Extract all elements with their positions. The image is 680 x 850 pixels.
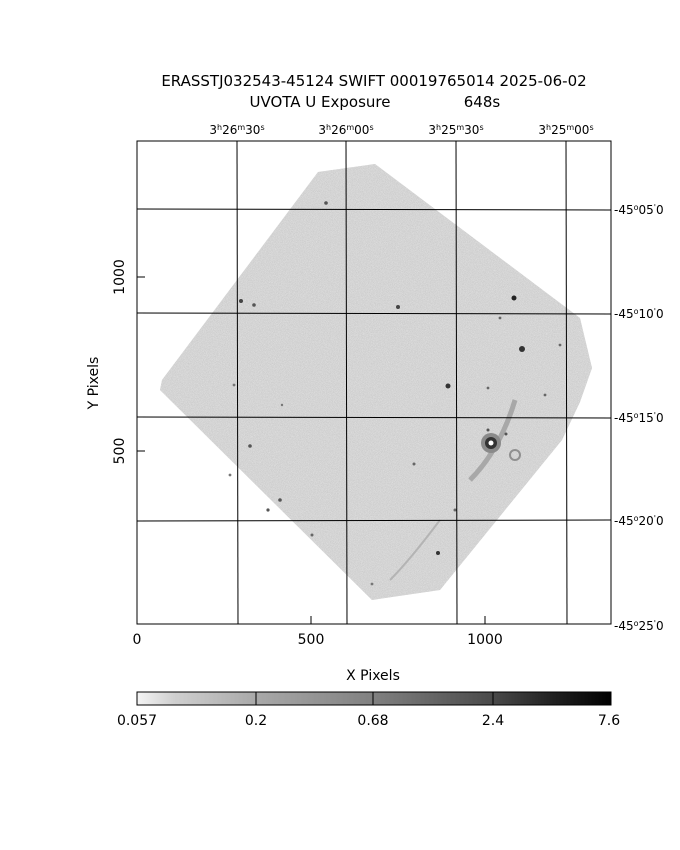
figure-title: ERASSTJ032543-45124 SWIFT 00019765014 20… <box>161 72 586 90</box>
dec-tick-label: -45o15'0 <box>614 411 664 426</box>
star <box>486 386 490 390</box>
exposure-label: UVOTA U Exposure <box>250 93 391 111</box>
star <box>445 383 451 389</box>
star <box>511 295 517 301</box>
star <box>248 444 252 448</box>
colorbar-label: 7.6 <box>598 713 620 729</box>
colorbar-label: 0.68 <box>357 713 388 729</box>
star <box>504 432 508 436</box>
star <box>558 343 562 347</box>
star <box>310 533 314 537</box>
x-tick-label: 0 <box>133 632 142 648</box>
sources <box>228 201 562 586</box>
ra-tick-label: 3h26m30s <box>209 123 264 138</box>
exposure-time: 648s <box>464 93 501 111</box>
colorbar-label: 0.2 <box>245 713 267 729</box>
y-tick-label: 500 <box>112 438 128 465</box>
star <box>266 508 270 512</box>
pixel-axis-ticks <box>136 276 486 624</box>
star <box>543 393 547 397</box>
colorbar-label: 2.4 <box>482 713 504 729</box>
x-axis-label: X Pixels <box>346 668 400 684</box>
dec-tick-label: -45o20'0 <box>614 514 664 529</box>
star <box>396 305 400 309</box>
ghost-ring <box>509 449 521 461</box>
star <box>436 551 440 555</box>
star <box>453 508 457 512</box>
x-tick-label: 500 <box>298 632 325 648</box>
x-tick-label: 1000 <box>467 632 503 648</box>
star <box>252 303 256 307</box>
star <box>370 582 374 586</box>
colorbar-gradient <box>136 691 612 706</box>
colorbar-label: 0.057 <box>117 713 157 729</box>
ra-tick-label: 3h25m00s <box>538 123 593 138</box>
star <box>278 498 282 502</box>
star <box>412 462 416 466</box>
coordinate-grid <box>136 140 612 625</box>
ra-axis-labels: 3h26m30s 3h26m00s 3h25m30s 3h25m00s <box>209 123 593 138</box>
exposure-noise <box>160 164 592 600</box>
star <box>232 383 236 387</box>
star <box>228 473 232 477</box>
star <box>280 403 284 407</box>
dec-axis-labels: -45o05'0 -45o10'0 -45o15'0 -45o20'0 -45o… <box>614 203 664 634</box>
star <box>324 201 328 205</box>
ra-tick-label: 3h26m00s <box>318 123 373 138</box>
dec-tick-label: -45o05'0 <box>614 203 664 218</box>
y-tick-label: 1000 <box>112 259 128 295</box>
y-axis-label: Y Pixels <box>86 357 102 411</box>
colorbar: 0.057 0.2 0.68 2.4 7.6 <box>117 691 620 729</box>
star <box>486 428 490 432</box>
plot-frame <box>136 140 612 625</box>
bright-source-core <box>488 440 494 446</box>
star <box>239 299 243 303</box>
dec-tick-label: -45o25'0 <box>614 619 664 634</box>
star <box>498 316 502 320</box>
dec-tick-label: -45o10'0 <box>614 307 664 322</box>
star <box>519 346 525 352</box>
faint-streak <box>389 519 441 581</box>
exposure-image <box>160 164 592 600</box>
ra-tick-label: 3h25m30s <box>428 123 483 138</box>
